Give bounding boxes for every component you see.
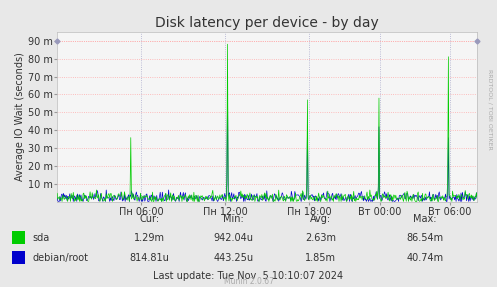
Text: Munin 2.0.67: Munin 2.0.67 xyxy=(224,278,273,286)
Text: 1.29m: 1.29m xyxy=(134,233,165,243)
Text: 2.63m: 2.63m xyxy=(305,233,336,243)
Text: RRDTOOL / TOBI OETIKER: RRDTOOL / TOBI OETIKER xyxy=(487,69,492,150)
Text: 814.81u: 814.81u xyxy=(129,253,169,263)
Text: Avg:: Avg: xyxy=(310,214,331,224)
Text: Min:: Min: xyxy=(223,214,244,224)
Text: Last update: Tue Nov  5 10:10:07 2024: Last update: Tue Nov 5 10:10:07 2024 xyxy=(154,271,343,281)
Text: debian/root: debian/root xyxy=(32,253,88,263)
Text: 942.04u: 942.04u xyxy=(214,233,253,243)
Y-axis label: Average IO Wait (seconds): Average IO Wait (seconds) xyxy=(15,53,25,181)
Text: Cur:: Cur: xyxy=(139,214,159,224)
Title: Disk latency per device - by day: Disk latency per device - by day xyxy=(155,16,379,30)
Text: 443.25u: 443.25u xyxy=(214,253,253,263)
Text: 86.54m: 86.54m xyxy=(407,233,443,243)
Text: 40.74m: 40.74m xyxy=(407,253,443,263)
Text: sda: sda xyxy=(32,233,50,243)
Text: Max:: Max: xyxy=(413,214,437,224)
Text: 1.85m: 1.85m xyxy=(305,253,336,263)
